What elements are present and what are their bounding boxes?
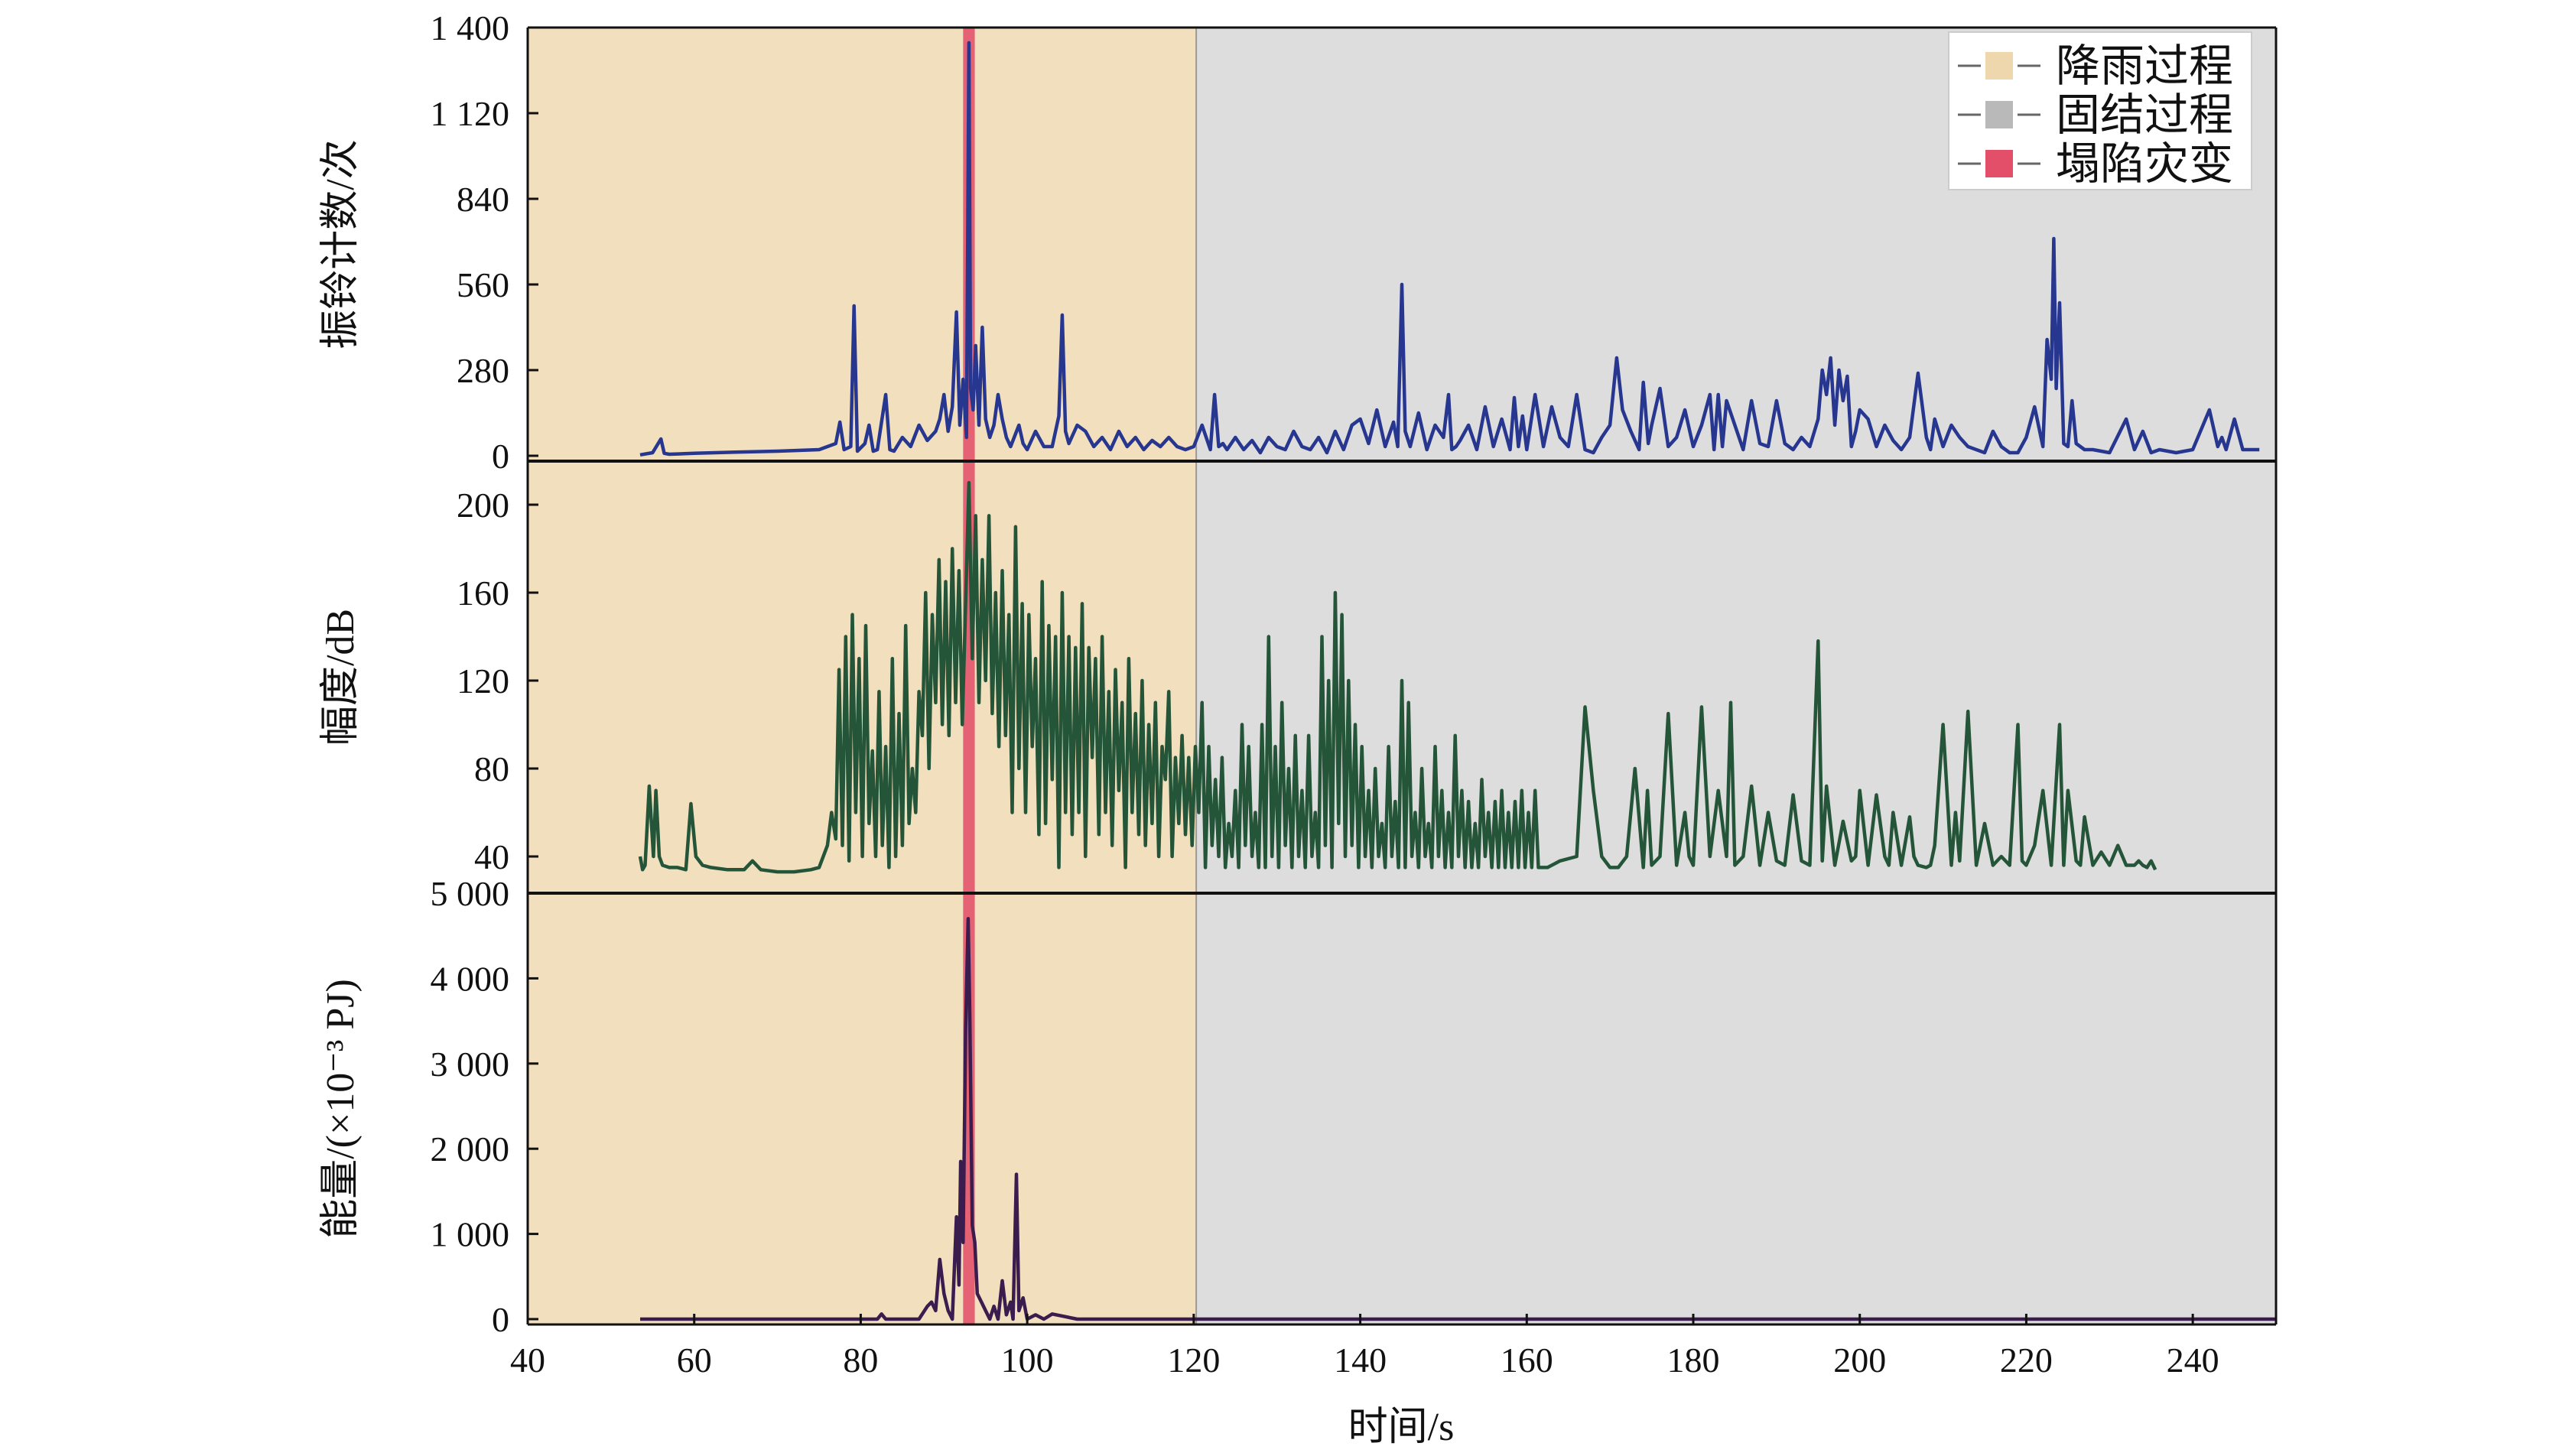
series-line-energy	[640, 917, 2276, 1321]
y-tick-label-amplitude: 160	[457, 574, 509, 613]
axis-ticks: 0 280 560 840 1 120 1 400 振铃计数/次 40 80 120 160 200 幅…	[319, 8, 2219, 1380]
shaded-regions	[528, 28, 2276, 1324]
x-tick-label: 160	[1501, 1341, 1553, 1380]
y-axis-title-energy: 能量/(×10⁻³ PJ)	[319, 979, 363, 1239]
y-tick-label-energy: 0	[492, 1300, 509, 1339]
legend-label: 塌陷灾变	[2056, 139, 2233, 189]
y-tick-label-ringdown: 0	[492, 437, 509, 476]
y-tick-label-energy: 1 000	[431, 1215, 510, 1254]
legend-swatch	[1985, 101, 2013, 128]
legend-swatch	[1985, 52, 2013, 80]
legend-label: 固结过程	[2056, 90, 2233, 140]
legend-swatch	[1985, 150, 2013, 177]
y-tick-label-amplitude: 200	[457, 486, 509, 525]
x-tick-label: 140	[1334, 1341, 1387, 1380]
y-tick-label-ringdown: 1 120	[431, 94, 510, 133]
x-tick-label: 220	[2000, 1341, 2053, 1380]
y-tick-label-energy: 4 000	[431, 959, 510, 998]
y-tick-label-ringdown: 840	[457, 180, 509, 219]
x-tick-label: 120	[1167, 1341, 1220, 1380]
y-tick-label-amplitude: 40	[474, 837, 509, 876]
y-axis-title-amplitude: 幅度/dB	[319, 609, 363, 746]
y-axis-title-ringdown: 振铃计数/次	[319, 139, 363, 349]
series-line-ringdown	[639, 41, 2260, 457]
x-tick-label: 100	[1001, 1341, 1054, 1380]
x-tick-label: 40	[510, 1341, 545, 1380]
y-tick-label-amplitude: 120	[457, 661, 509, 700]
y-tick-label-ringdown: 560	[457, 265, 509, 304]
y-tick-label-energy: 2 000	[431, 1129, 510, 1168]
x-tick-label: 200	[1833, 1341, 1886, 1380]
x-tick-label: 80	[843, 1341, 878, 1380]
x-tick-label: 240	[2167, 1341, 2219, 1380]
region-consolidation	[1196, 28, 2276, 1324]
y-tick-label-ringdown: 280	[457, 351, 509, 390]
series-line-amplitude	[638, 481, 2157, 874]
panel-frames	[526, 26, 2278, 1326]
series-lines	[638, 41, 2276, 1321]
x-tick-label: 180	[1667, 1341, 1720, 1380]
x-tick-label: 60	[677, 1341, 712, 1380]
y-tick-label-ringdown: 1 400	[431, 8, 510, 47]
y-tick-label-amplitude: 80	[474, 749, 509, 788]
y-tick-label-energy: 5 000	[431, 874, 510, 913]
x-axis-title: 时间/s	[1348, 1406, 1455, 1449]
legend-label: 降雨过程	[2056, 41, 2233, 91]
y-tick-label-energy: 3 000	[431, 1045, 510, 1084]
